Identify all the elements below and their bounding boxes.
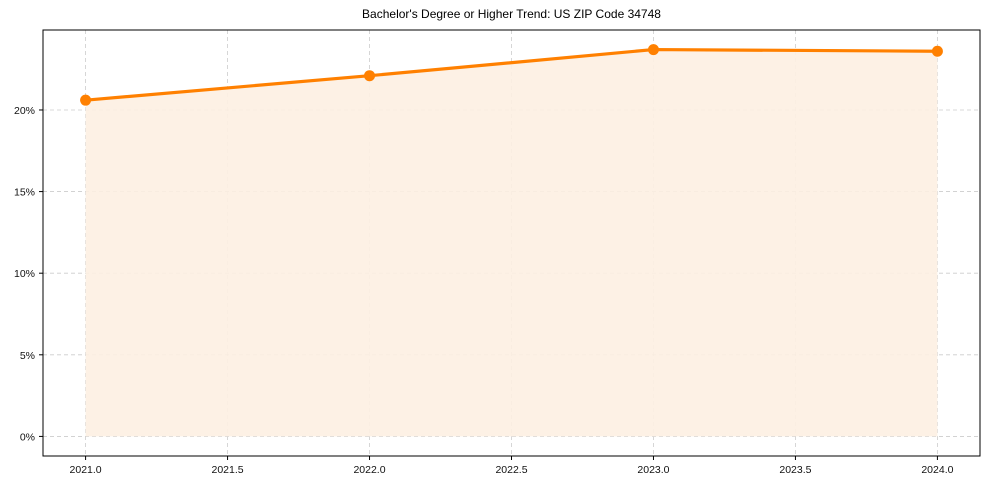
x-tick-label: 2022.5 [495,464,527,476]
y-axis-ticks: 0% 5% 10% 15% 20% [14,105,43,443]
data-point-marker [364,70,376,82]
x-axis-ticks: 2021.0 2021.5 2022.0 2022.5 2023.0 2023.5 2024… [70,456,954,476]
x-tick-label: 2023.0 [637,464,669,476]
area-fill [85,49,938,437]
y-tick-label: 10% [14,268,35,280]
data-point-marker [931,45,943,57]
y-tick-label: 5% [20,350,35,362]
x-tick-label: 2022.0 [353,464,385,476]
data-point-marker [80,94,92,106]
x-tick-label: 2023.5 [779,464,811,476]
data-line [83,47,940,102]
y-tick-label: 0% [20,431,35,443]
x-tick-label: 2021.0 [70,464,102,476]
data-point-marker [647,44,659,56]
x-tick-label: 2024.0 [921,464,953,476]
x-tick-label: 2021.5 [211,464,243,476]
y-tick-label: 20% [14,105,35,117]
chart-title: Bachelor's Degree or Higher Trend: US ZI… [362,7,661,21]
y-tick-label: 15% [14,187,35,199]
data-points [80,44,943,106]
